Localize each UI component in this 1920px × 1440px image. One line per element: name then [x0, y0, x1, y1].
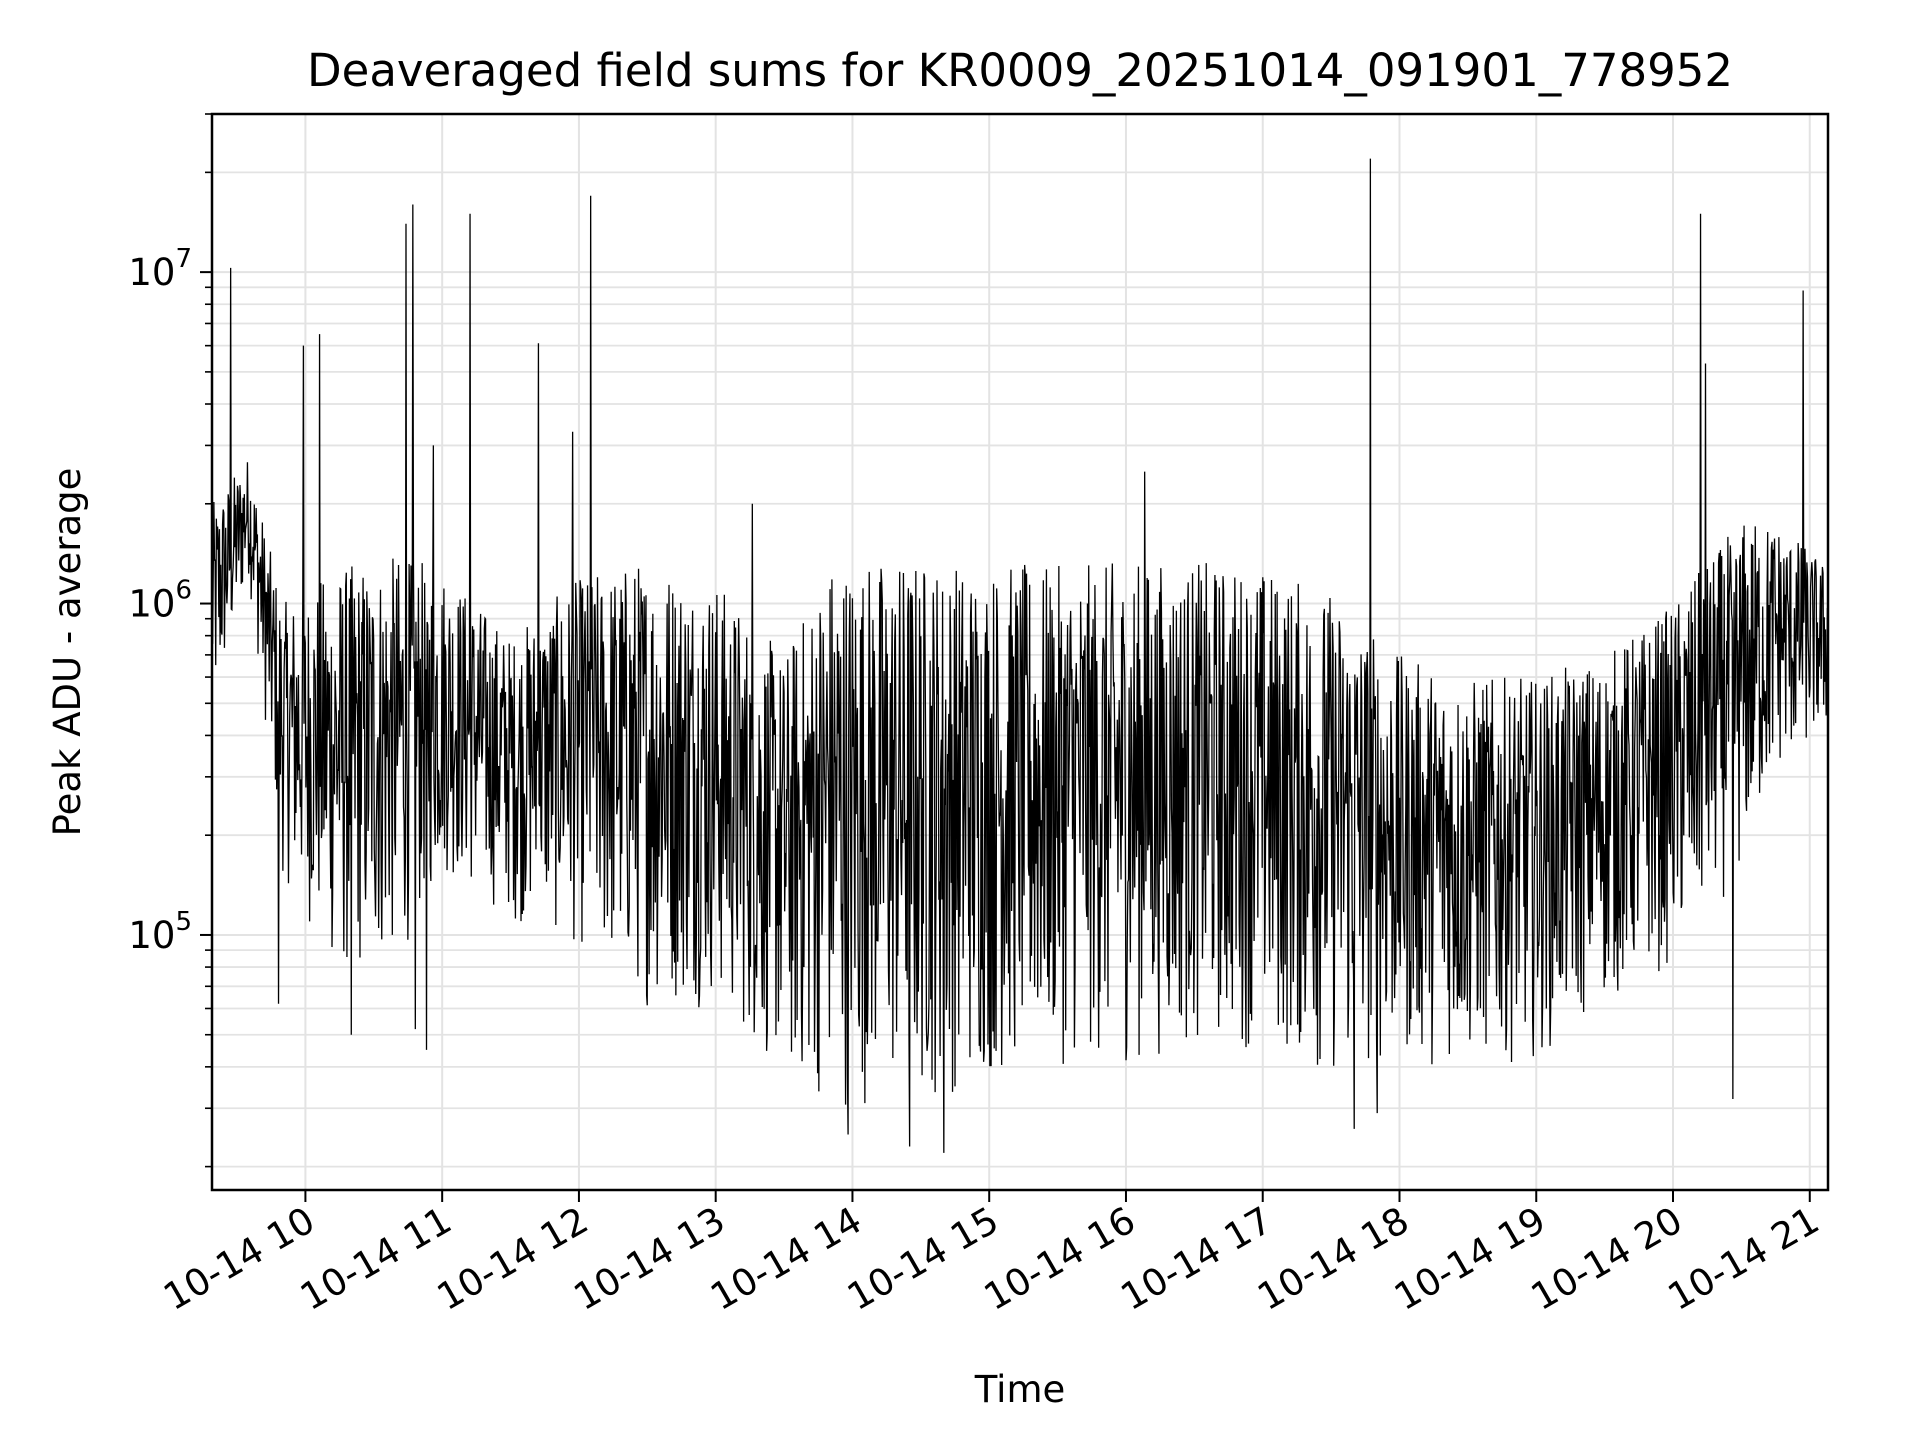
- series-path: [211, 158, 1829, 1153]
- y-tick-label: 105: [128, 907, 192, 957]
- y-axis: 105 106 107: [128, 113, 212, 1168]
- chart-title: Deaveraged field sums for KR0009_2025101…: [307, 44, 1733, 97]
- x-axis-label: Time: [974, 1368, 1066, 1411]
- y-tick-label: 107: [128, 244, 192, 294]
- plot-frame: [210, 112, 1830, 1192]
- y-axis-label: Peak ADU - average: [46, 468, 89, 837]
- y-tick-label: 106: [128, 576, 192, 626]
- series-line: [211, 158, 1829, 1153]
